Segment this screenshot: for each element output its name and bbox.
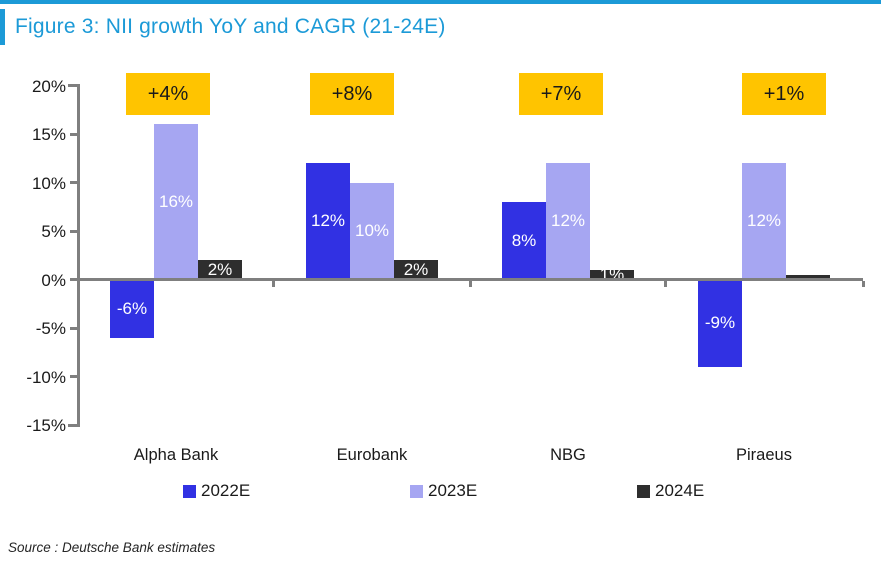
- y-axis-tick: [70, 326, 77, 330]
- legend-swatch-icon: [410, 484, 423, 498]
- bar-value-label: 2%: [403, 259, 429, 279]
- y-axis-tick: [70, 375, 77, 378]
- legend-swatch-icon: [183, 484, 196, 498]
- bar-value-label: 1%: [599, 264, 625, 284]
- source-note: Source : Deutsche Bank estimates: [8, 540, 216, 555]
- x-axis-tick: [861, 281, 865, 287]
- bar-2023e-alpha-bank: 16%: [154, 124, 198, 280]
- bar-value-label: 2%: [207, 259, 233, 279]
- legend-item-2024e: 2024E: [637, 481, 704, 501]
- bar-2023e-eurobank: 10%: [350, 182, 394, 280]
- bar-value-label: 8%: [511, 230, 537, 250]
- y-axis-tick: [68, 84, 77, 87]
- x-axis-tick: [271, 281, 275, 287]
- y-axis-tick: [68, 423, 77, 427]
- y-axis-tick: [70, 181, 77, 184]
- y-axis-tick-label: 20%: [31, 76, 66, 96]
- figure-header: Figure 3: NII growth YoY and CAGR (21-24…: [0, 9, 881, 45]
- cagr-annotation-piraeus: +1%: [742, 73, 826, 115]
- figure-title: Figure 3: NII growth YoY and CAGR (21-24…: [15, 15, 446, 38]
- bar-2024e-alpha-bank: 2%: [198, 259, 242, 280]
- bar-2024e-eurobank: 2%: [394, 259, 438, 280]
- top-accent-border: [0, 0, 881, 4]
- y-axis-tick-label: 15%: [31, 125, 66, 144]
- y-axis-tick-label: -10%: [26, 367, 66, 387]
- bar-2023e-piraeus: 12%: [742, 163, 786, 280]
- bar-2022e-piraeus: -9%: [698, 279, 742, 367]
- y-axis-tick: [70, 132, 77, 136]
- y-axis-tick-label: -5%: [35, 319, 66, 338]
- bar-2023e-nbg: 12%: [546, 163, 590, 280]
- bar-2024e-piraeus: [786, 274, 830, 280]
- cagr-annotation-nbg: +7%: [519, 73, 603, 115]
- legend-item-2022e: 2022E: [183, 481, 250, 501]
- bar-value-label: 12%: [550, 211, 586, 231]
- y-axis-tick-label: 10%: [31, 173, 66, 193]
- category-label-nbg: NBG: [550, 446, 586, 464]
- bar-value-label: -9%: [704, 313, 736, 333]
- legend-label: 2022E: [201, 481, 251, 500]
- category-label-alpha-bank: Alpha Bank: [133, 446, 219, 464]
- bar-2022e-nbg: 8%: [502, 201, 546, 280]
- bar-value-label: -6%: [116, 298, 148, 318]
- x-axis-tick: [468, 281, 472, 287]
- legend-label: 2024E: [655, 481, 705, 500]
- category-label-eurobank: Eurobank: [336, 446, 408, 464]
- legend-item-2023e: 2023E: [410, 481, 477, 501]
- bar-value-label: 16%: [158, 191, 194, 211]
- bar-2022e-alpha-bank: -6%: [110, 279, 154, 338]
- x-axis-line: [77, 278, 863, 281]
- y-axis-line: [77, 84, 80, 427]
- cagr-annotation-alpha-bank: +4%: [126, 73, 210, 115]
- bar-chart: -6% 12% 8% -9% 16% 10% 12% 12% 2% 2% 1% 20% 15% 10% 5%…: [26, 73, 865, 464]
- bar-value-label: 12%: [746, 211, 782, 231]
- bar-value-label: 10%: [354, 221, 390, 240]
- bar-value-label: 12%: [310, 211, 346, 231]
- x-axis-tick: [663, 281, 667, 287]
- category-label-piraeus: Piraeus: [736, 446, 792, 464]
- y-axis-tick: [70, 229, 77, 233]
- chart-legend: 2022E 2023E 2024E: [0, 481, 881, 503]
- legend-label: 2023E: [428, 481, 478, 500]
- title-accent-bar: [0, 9, 5, 45]
- legend-swatch-icon: [637, 484, 650, 498]
- y-axis-tick: [70, 278, 77, 281]
- bar-2022e-eurobank: 12%: [306, 163, 350, 280]
- y-axis-tick-label: -15%: [26, 416, 66, 435]
- y-axis-tick-label: 0%: [41, 270, 66, 290]
- y-axis-tick-label: 5%: [41, 222, 66, 241]
- cagr-annotation-eurobank: +8%: [310, 73, 394, 115]
